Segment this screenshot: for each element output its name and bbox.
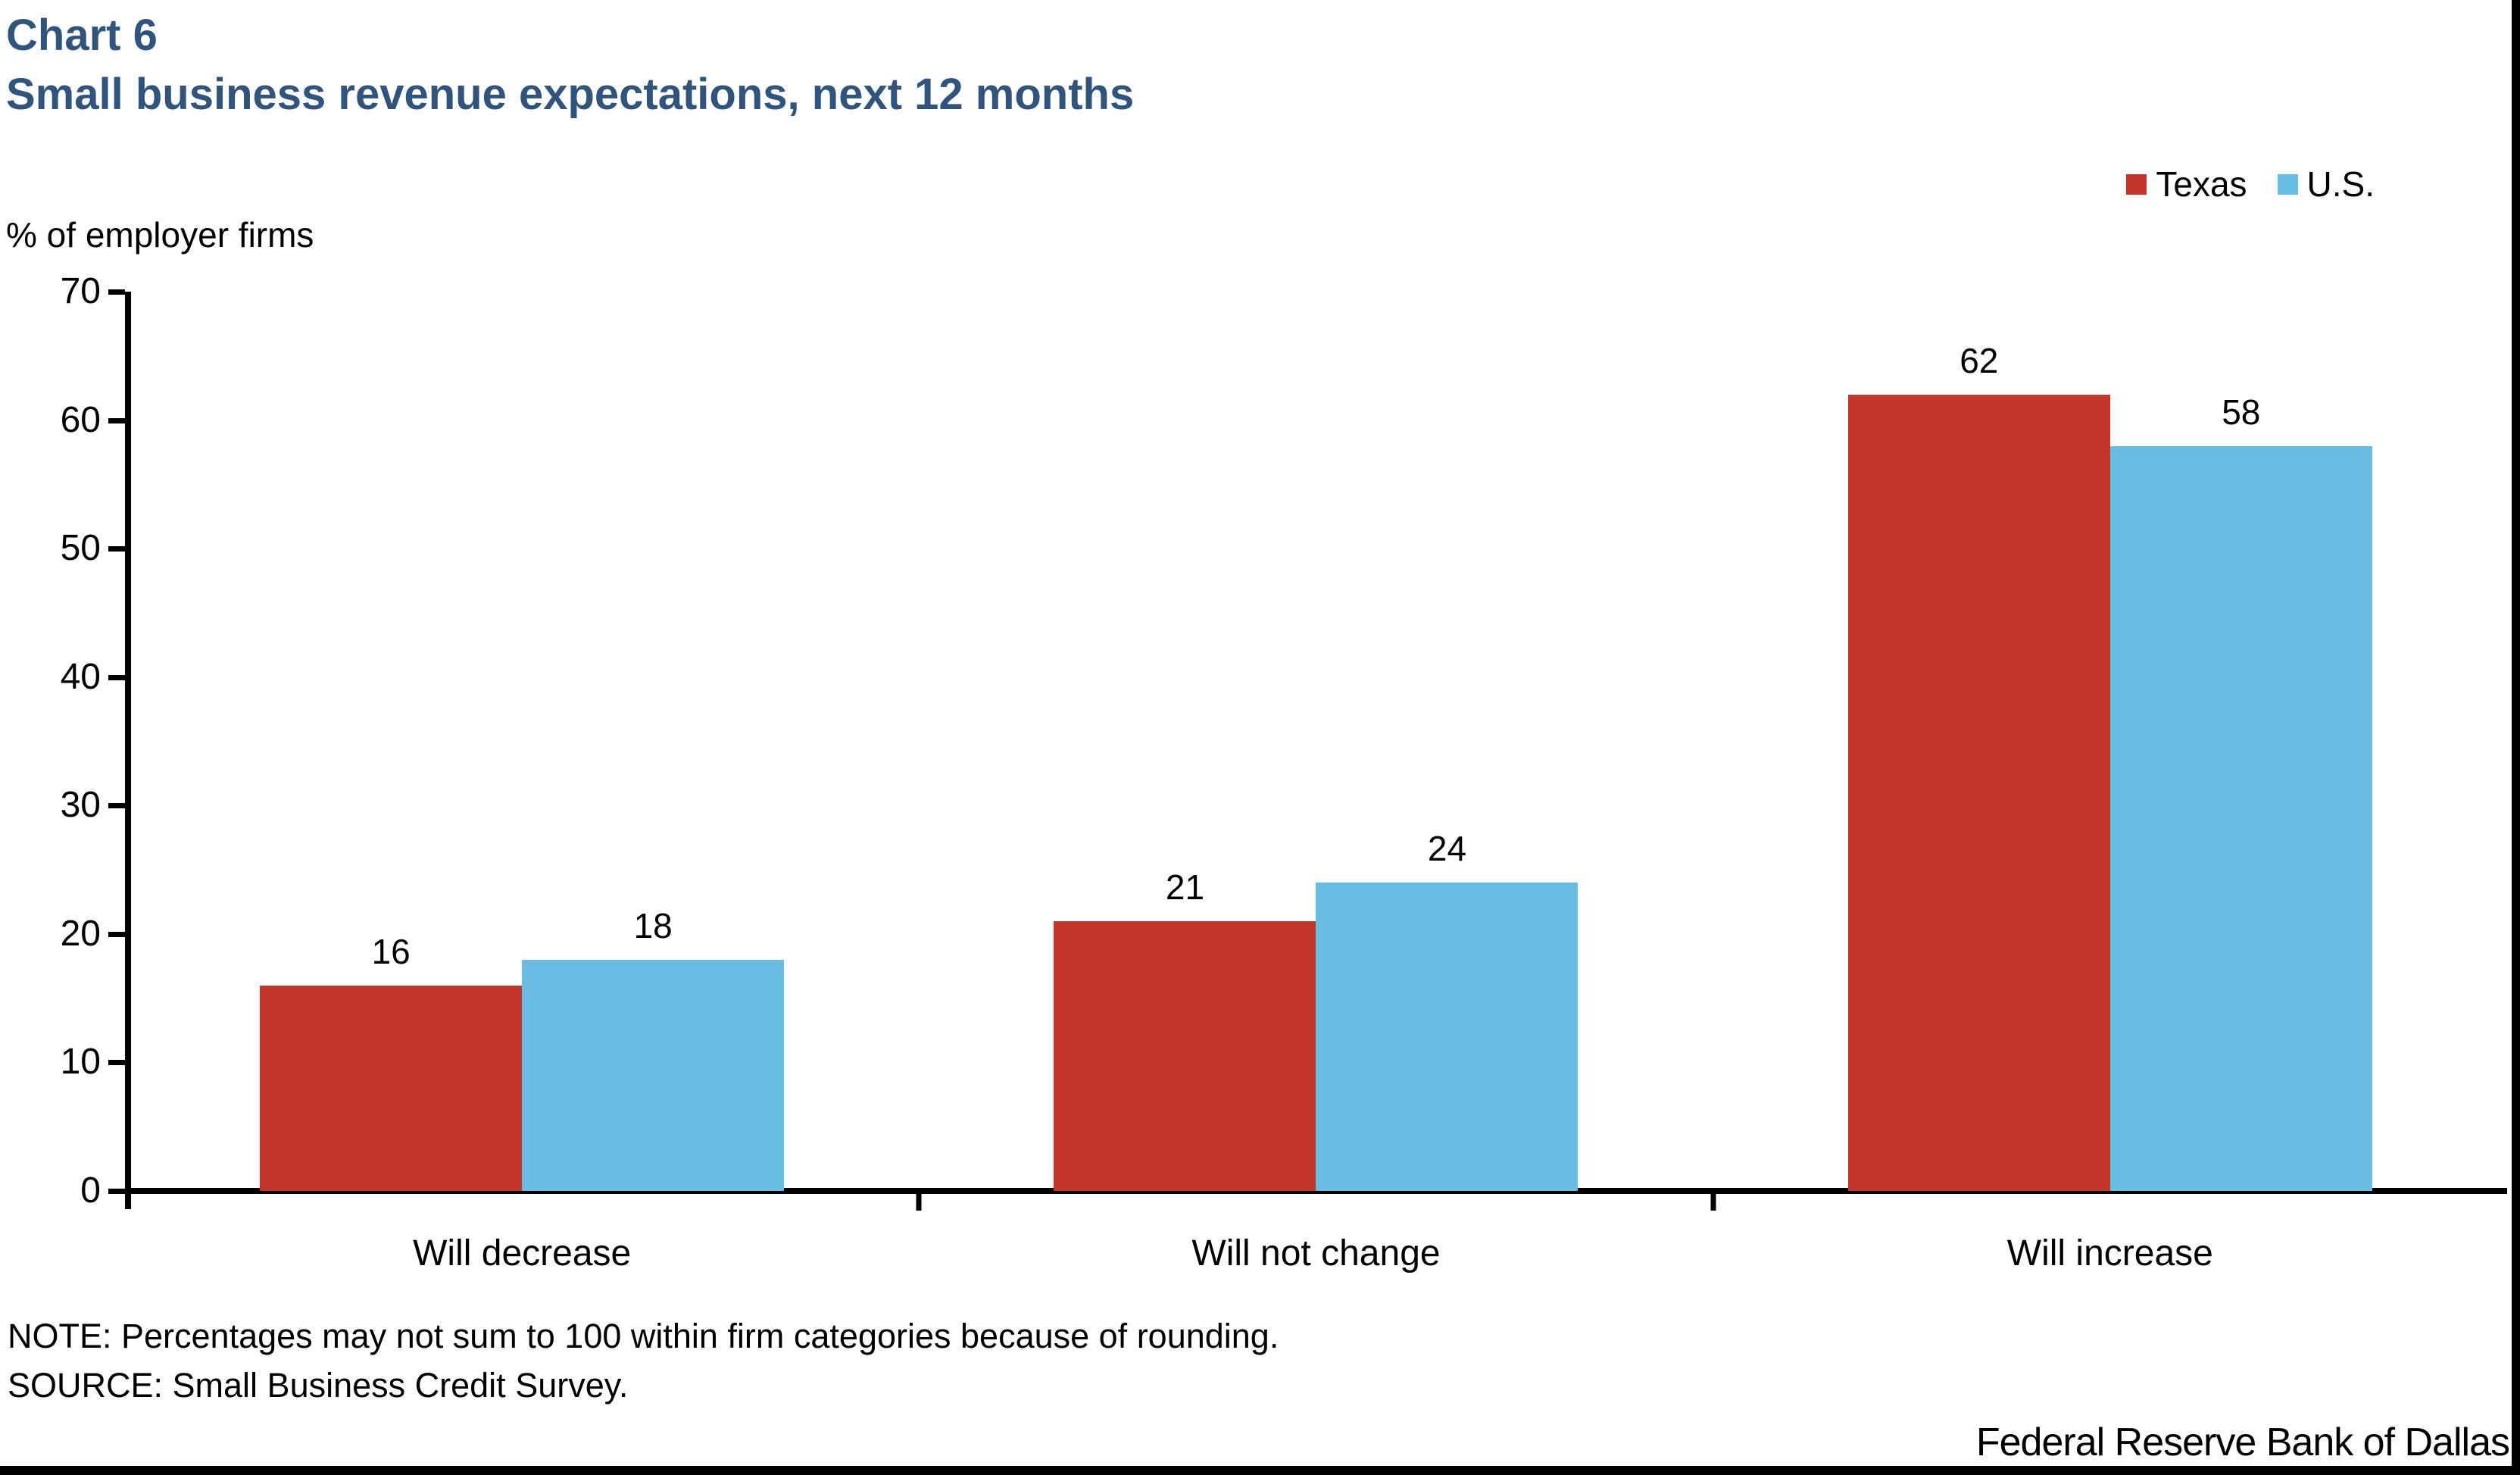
legend-item-us: U.S. <box>2277 164 2375 204</box>
y-axis-tick-label: 20 <box>60 913 101 954</box>
bar-pair-will-increase: 62 58 <box>1847 292 2372 1191</box>
bar-column-u-s-will-increase: 58 <box>2109 292 2372 1191</box>
footer-brand: Federal Reserve Bank of Dallas <box>1975 1420 2510 1464</box>
category-slot-will-decrease: 16 18 Will decrease <box>125 292 919 1273</box>
category-slot-will-not-change: 21 24 Will not change <box>919 292 1713 1273</box>
us-swatch-icon <box>2277 173 2298 195</box>
bar-pair-will-decrease: 16 18 <box>260 292 785 1191</box>
bar-value-u-s-will-decrease: 18 <box>633 905 673 945</box>
bar-texas-will-increase <box>1847 394 2110 1191</box>
y-axis-tick-label: 60 <box>60 399 101 440</box>
bar-u-s-will-not-change <box>1316 883 1579 1191</box>
y-axis-tick <box>108 931 125 937</box>
bar-texas-will-decrease <box>260 985 523 1191</box>
bar-column-u-s-will-decrease: 18 <box>522 292 785 1191</box>
chart-number: Chart 6 <box>6 11 158 60</box>
chart-title: Small business revenue expectations, nex… <box>6 70 1135 119</box>
y-axis-unit-label: % of employer firms <box>6 215 314 255</box>
y-axis-tick <box>108 803 125 809</box>
legend-label-texas: Texas <box>2156 164 2247 204</box>
y-axis-tick <box>108 546 125 552</box>
source-text: SOURCE: Small Business Credit Survey. <box>8 1366 629 1405</box>
legend: Texas U.S. <box>2126 167 2375 202</box>
y-axis-tick-label: 30 <box>60 785 101 826</box>
y-axis-tick <box>108 674 125 680</box>
bar-column-texas-will-not-change: 21 <box>1054 292 1316 1191</box>
bar-value-texas-will-not-change: 21 <box>1165 867 1205 907</box>
y-axis-line <box>125 292 131 1209</box>
y-axis-tick <box>108 289 125 295</box>
bar-pair-will-not-change: 21 24 <box>1054 292 1579 1191</box>
x-axis-line <box>125 1188 2507 1194</box>
y-axis-tick-label: 70 <box>60 271 101 311</box>
bar-column-u-s-will-not-change: 24 <box>1316 292 1579 1191</box>
category-label-will-not-change: Will not change <box>1191 1233 1441 1273</box>
plot-area: 0 10 20 30 40 50 60 70 16 18 Will decrease 21 24 Will… <box>61 273 2507 1273</box>
category-slot-will-increase: 62 58 Will increase <box>1713 292 2507 1273</box>
y-axis-tick-label: 50 <box>60 528 101 569</box>
frame-bottom-edge <box>0 1466 2520 1475</box>
bar-value-u-s-will-not-change: 24 <box>1427 829 1467 869</box>
y-axis-tick <box>108 417 125 423</box>
bar-texas-will-not-change <box>1054 920 1316 1191</box>
y-axis-tick <box>108 1189 125 1194</box>
category-boundary-tick <box>916 1191 922 1211</box>
category-boundary-tick <box>1710 1191 1716 1211</box>
frame-right-edge <box>2512 0 2520 1475</box>
bar-column-texas-will-decrease: 16 <box>260 292 523 1191</box>
y-axis-tick-label: 40 <box>60 656 101 697</box>
y-axis-tick <box>108 1060 125 1066</box>
note-text: NOTE: Percentages may not sum to 100 wit… <box>8 1317 1279 1355</box>
category-label-will-decrease: Will decrease <box>413 1233 632 1273</box>
y-axis-tick-label: 10 <box>60 1042 101 1083</box>
legend-label-us: U.S. <box>2306 164 2375 204</box>
title-block: Chart 6 Small business revenue expectati… <box>6 6 1134 124</box>
bar-column-texas-will-increase: 62 <box>1847 292 2110 1191</box>
bar-u-s-will-increase <box>2109 445 2372 1191</box>
texas-swatch-icon <box>2126 173 2147 195</box>
y-axis-tick-label: 0 <box>80 1170 101 1211</box>
bar-value-texas-will-increase: 62 <box>1959 340 1999 380</box>
legend-item-texas: Texas <box>2126 167 2247 202</box>
category-label-will-increase: Will increase <box>2006 1233 2213 1273</box>
bar-value-texas-will-decrease: 16 <box>371 931 411 971</box>
bar-value-u-s-will-increase: 58 <box>2222 392 2261 432</box>
bar-u-s-will-decrease <box>522 959 785 1191</box>
